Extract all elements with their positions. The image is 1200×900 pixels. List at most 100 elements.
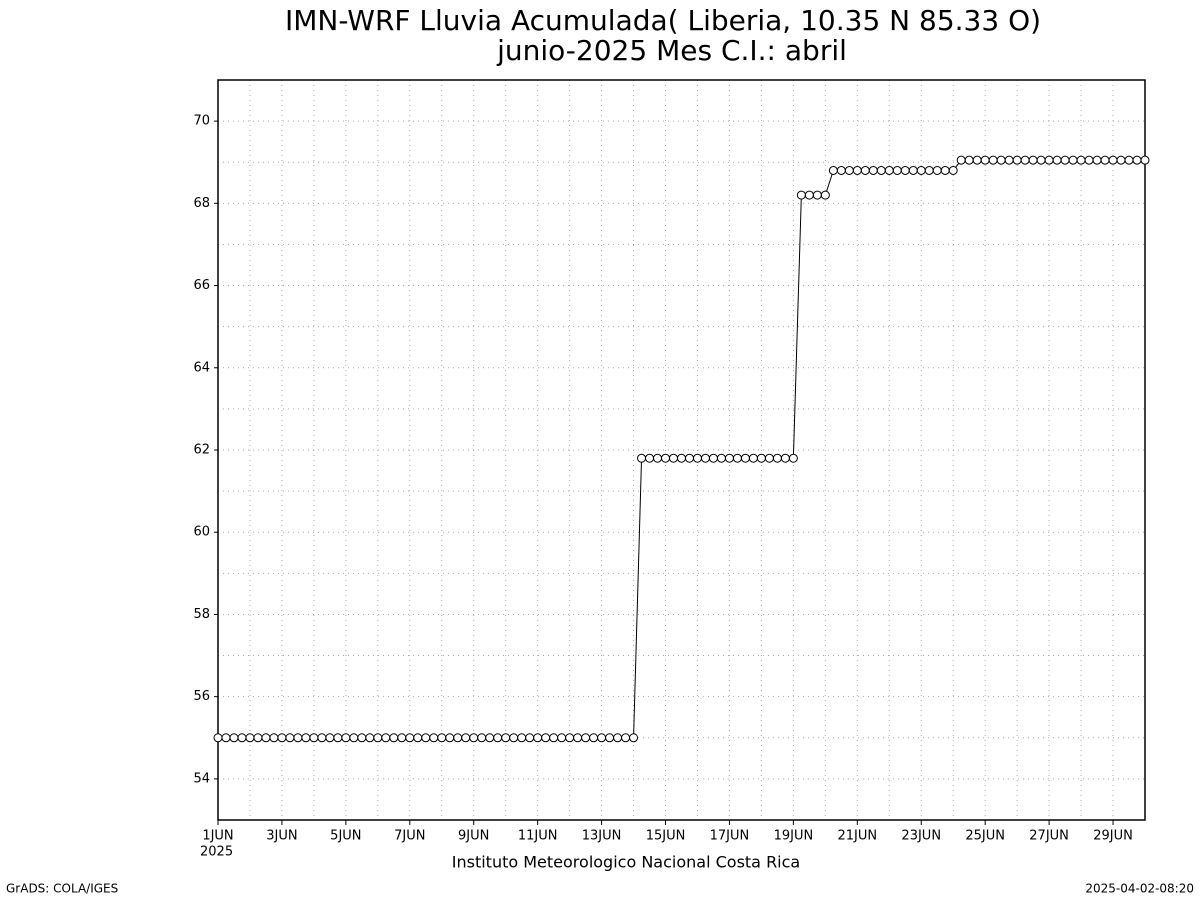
data-point [589, 733, 599, 743]
data-point [788, 453, 798, 463]
x-tick-label: 9JUN [458, 829, 489, 844]
x-axis-label: Instituto Meteorologico Nacional Costa R… [452, 853, 800, 872]
data-point [900, 165, 910, 175]
data-point [381, 733, 391, 743]
y-tick-label: 58 [193, 607, 210, 622]
data-point [812, 190, 822, 200]
data-point [940, 165, 950, 175]
y-tick-label: 70 [193, 114, 210, 129]
data-point [868, 165, 878, 175]
data-point [277, 733, 287, 743]
data-point [293, 733, 303, 743]
data-point [972, 155, 982, 165]
x-tick-label: 13JUN [582, 829, 622, 844]
data-point [285, 733, 295, 743]
data-point [261, 733, 271, 743]
data-point [613, 733, 623, 743]
footer-left: GrADS: COLA/IGES [6, 882, 118, 896]
y-tick-label: 64 [193, 360, 210, 375]
data-point [708, 453, 718, 463]
data-point [852, 165, 862, 175]
data-point [764, 453, 774, 463]
x-tick-label: 7JUN [394, 829, 425, 844]
x-tick-label: 21JUN [837, 829, 877, 844]
data-point [477, 733, 487, 743]
x-tick-label: 17JUN [710, 829, 750, 844]
data-point [748, 453, 758, 463]
data-point [884, 165, 894, 175]
data-point [453, 733, 463, 743]
data-point [637, 453, 647, 463]
data-point [373, 733, 383, 743]
data-point [645, 453, 655, 463]
data-point [1108, 155, 1118, 165]
x-tick-label: 19JUN [774, 829, 814, 844]
data-point [669, 453, 679, 463]
y-tick-label: 62 [193, 443, 210, 458]
data-point [333, 733, 343, 743]
data-point [732, 453, 742, 463]
data-point [301, 733, 311, 743]
data-point [229, 733, 239, 743]
data-point [581, 733, 591, 743]
x-tick-label: 23JUN [901, 829, 941, 844]
data-point [948, 165, 958, 175]
data-point [860, 165, 870, 175]
plot-frame [217, 79, 1146, 821]
data-point [916, 165, 926, 175]
data-point [716, 453, 726, 463]
data-point [1084, 155, 1094, 165]
x-tick-label: 15JUN [646, 829, 686, 844]
data-point [517, 733, 527, 743]
x-tick-label: 3JUN [266, 829, 297, 844]
data-point [501, 733, 511, 743]
data-point [772, 453, 782, 463]
data-point [445, 733, 455, 743]
x-tick-label: 11JUN [518, 829, 558, 844]
y-tick-label: 66 [193, 278, 210, 293]
x-tick-label: 29JUN [1093, 829, 1133, 844]
x-tick-label: 25JUN [965, 829, 1005, 844]
data-point [437, 733, 447, 743]
data-point [740, 453, 750, 463]
data-point [724, 453, 734, 463]
data-point [573, 733, 583, 743]
data-point [988, 155, 998, 165]
data-point [357, 733, 367, 743]
footer-right: 2025-04-02-08:20 [1085, 882, 1194, 896]
data-point [237, 733, 247, 743]
data-point [509, 733, 519, 743]
data-point [533, 733, 543, 743]
data-point [924, 165, 934, 175]
data-point [1020, 155, 1030, 165]
data-point [413, 733, 423, 743]
data-point [269, 733, 279, 743]
data-point [980, 155, 990, 165]
data-point [964, 155, 974, 165]
data-point [780, 453, 790, 463]
data-point [397, 733, 407, 743]
data-point [1124, 155, 1134, 165]
data-point [692, 453, 702, 463]
data-point [621, 733, 631, 743]
data-point [1132, 155, 1142, 165]
data-point [804, 190, 814, 200]
data-point [325, 733, 335, 743]
data-point [557, 733, 567, 743]
data-point [1100, 155, 1110, 165]
data-point [1092, 155, 1102, 165]
chart-subtitle: junio-2025 Mes C.I.: abril [496, 34, 847, 67]
data-point [1076, 155, 1086, 165]
data-point [956, 155, 966, 165]
data-point [1116, 155, 1126, 165]
data-point [405, 733, 415, 743]
data-point [908, 165, 918, 175]
y-tick-label: 68 [193, 196, 210, 211]
data-point [221, 733, 231, 743]
data-point [653, 453, 663, 463]
data-point [485, 733, 495, 743]
data-point [996, 155, 1006, 165]
data-point [365, 733, 375, 743]
